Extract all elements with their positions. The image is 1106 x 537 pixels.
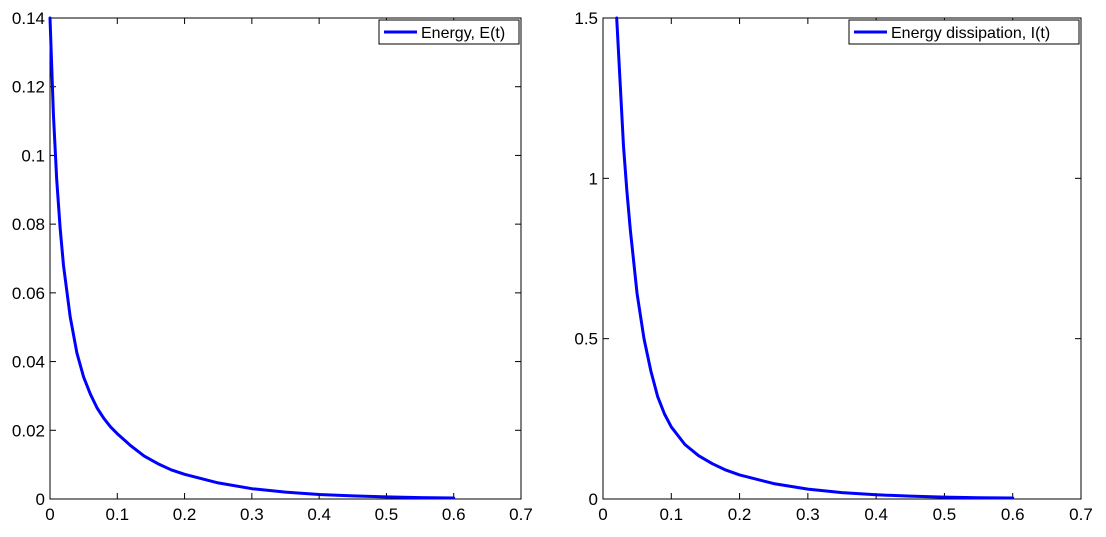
x-tick-label: 0 [45, 505, 54, 524]
x-tick-label: 0.1 [105, 505, 129, 524]
axes-box [49, 17, 522, 500]
legend-box [848, 19, 1080, 45]
y-tick-label: 0.02 [12, 421, 45, 440]
x-tick-label: 0.6 [1001, 505, 1025, 524]
y-tick-label: 0.12 [12, 78, 45, 97]
y-tick-label: 0.14 [12, 9, 45, 28]
y-tick-label: 1.5 [574, 9, 598, 28]
chart-panel-1: 0 0.1 0.2 0.3 0.4 0.5 0.6 0.7 0 0.02 0.04 0.06 0.08 0… [12, 9, 533, 524]
chart-panel-2: 0 0.1 0.2 0.3 0.4 0.5 0.6 0.7 0 0.5 1 1.5 Energy dis… [574, 9, 1092, 524]
x-tick-label: 0.4 [307, 505, 331, 524]
y-tick-label: 0.06 [12, 284, 45, 303]
x-tick-label: 0.4 [864, 505, 888, 524]
y-tick-label: 0 [589, 490, 598, 509]
legend-label: Energy dissipation, I(t) [891, 25, 1050, 42]
y-tick-label: 0.5 [574, 330, 598, 349]
y-tick-label: 0.04 [12, 353, 45, 372]
x-tick-label: 0.5 [375, 505, 399, 524]
x-tick-label: 0 [598, 505, 607, 524]
x-tick-label: 0.6 [442, 505, 466, 524]
series-line-1 [615, 16, 1015, 500]
x-tick-label: 0.2 [173, 505, 197, 524]
x-tick-label: 0.7 [1069, 505, 1093, 524]
y-tick-label: 0 [36, 490, 45, 509]
axes-box [602, 17, 1082, 500]
x-tick-label: 0.7 [509, 505, 533, 524]
x-tick-label: 0.2 [728, 505, 752, 524]
y-tick-label: 0.08 [12, 215, 45, 234]
legend-label: Energy, E(t) [421, 25, 505, 42]
y-tick-label: 1 [589, 169, 598, 188]
x-tick-label: 0.1 [659, 505, 683, 524]
x-tick-label: 0.5 [933, 505, 957, 524]
y-tick-label: 0.1 [21, 146, 45, 165]
series-line-1 [48, 16, 456, 500]
x-tick-label: 0.3 [240, 505, 264, 524]
x-tick-label: 0.3 [796, 505, 820, 524]
